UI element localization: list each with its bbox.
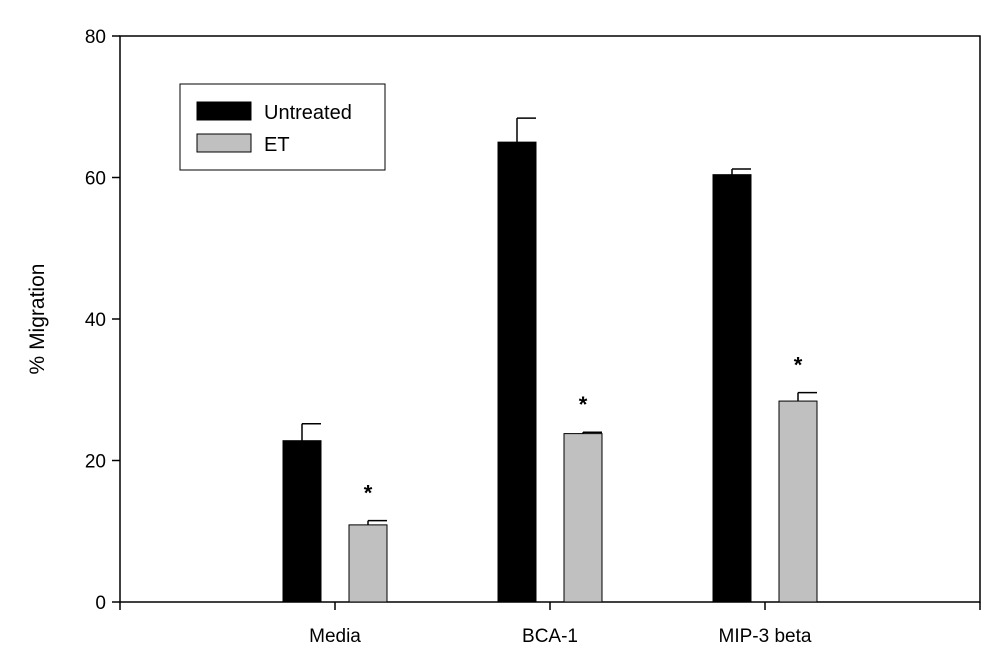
legend-label-untreated: Untreated bbox=[264, 102, 352, 124]
x-tick-label: MIP-3 beta bbox=[719, 626, 812, 647]
significance-markers: * * * bbox=[364, 353, 803, 506]
significance-star: * bbox=[579, 392, 588, 417]
error-bars bbox=[301, 117, 817, 525]
legend-label-et: ET bbox=[264, 134, 290, 156]
y-tick-label: 40 bbox=[85, 310, 106, 331]
bar-untreated-media bbox=[282, 440, 322, 603]
y-axis-title: % Migration bbox=[26, 264, 49, 375]
significance-star: * bbox=[794, 353, 803, 378]
y-tick-label: 60 bbox=[85, 169, 106, 190]
legend-box bbox=[179, 83, 386, 171]
x-tick-label: Media bbox=[309, 626, 361, 647]
bar-untreated-mip-3-beta bbox=[712, 174, 752, 603]
x-tick-label: BCA-1 bbox=[522, 626, 578, 647]
x-axis: Media BCA-1 MIP-3 beta bbox=[119, 602, 981, 647]
bars bbox=[282, 141, 818, 603]
legend-swatch-untreated bbox=[196, 101, 252, 121]
y-tick-label: 80 bbox=[85, 27, 106, 48]
legend-swatch-et bbox=[196, 133, 252, 153]
y-tick-label: 20 bbox=[85, 452, 106, 473]
bar-et-bca-1 bbox=[563, 433, 603, 603]
bar-et-mip-3-beta bbox=[778, 400, 818, 603]
y-axis: 0 20 40 60 80 bbox=[85, 27, 120, 614]
y-tick-label: 0 bbox=[95, 593, 106, 614]
bar-untreated-bca-1 bbox=[497, 141, 537, 603]
legend: Untreated ET bbox=[179, 83, 386, 171]
bar-et-media bbox=[348, 524, 388, 603]
significance-star: * bbox=[364, 481, 373, 506]
